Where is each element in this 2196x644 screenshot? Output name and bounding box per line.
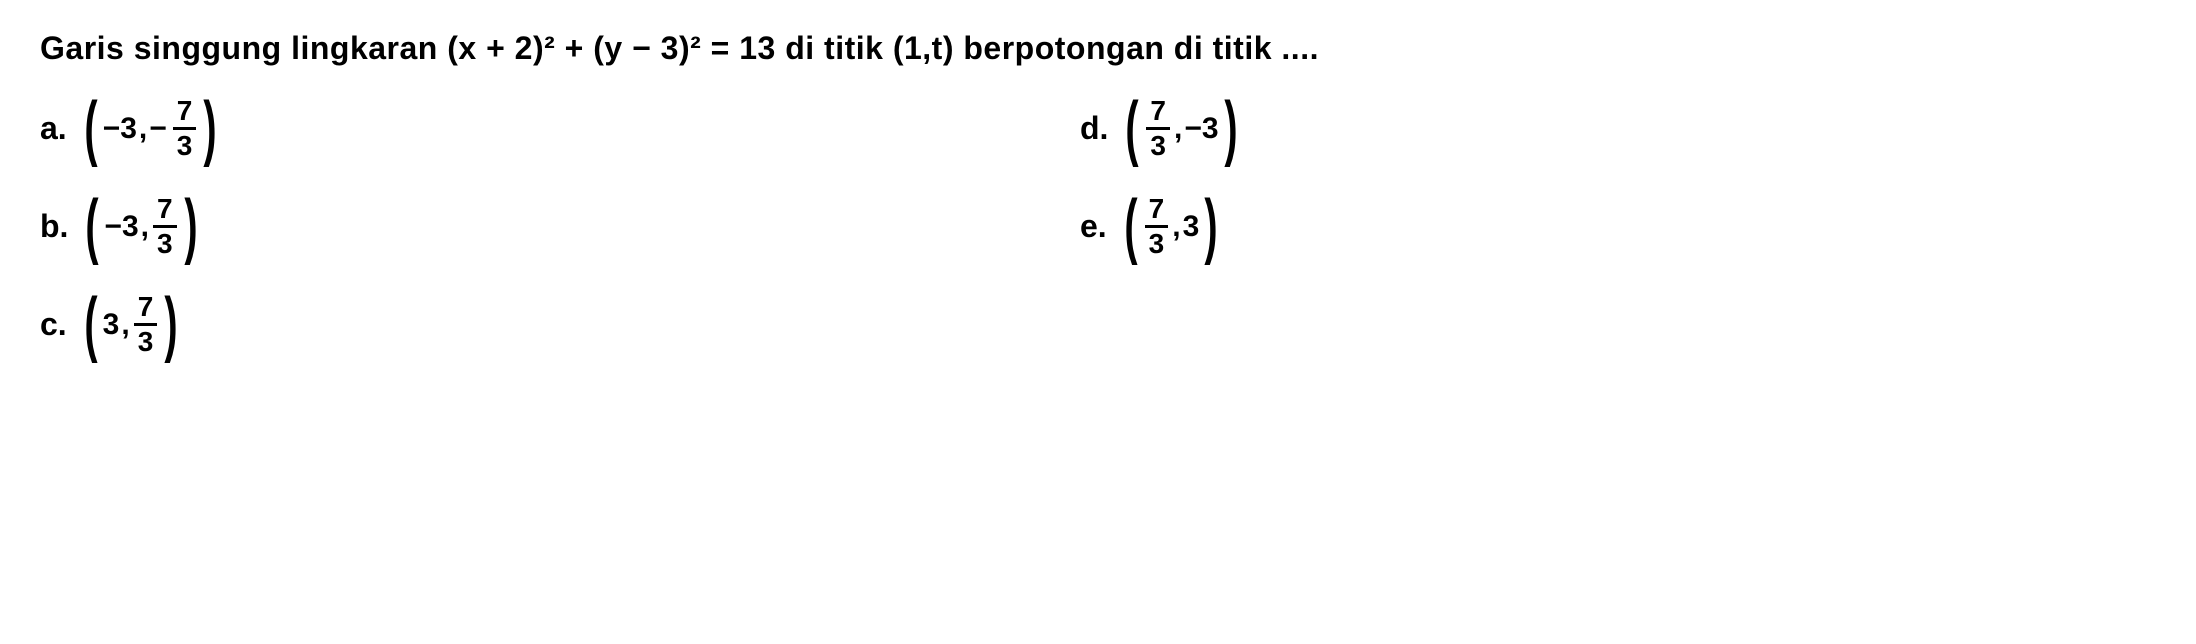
left-paren-icon: ( bbox=[1126, 103, 1139, 153]
question-text: Garis singgung lingkaran (x + 2)² + (y −… bbox=[40, 30, 2156, 67]
option-e-fraction: 73 bbox=[1145, 195, 1169, 258]
option-d-fraction: 73 bbox=[1146, 97, 1170, 160]
options-column-left: a. ( −3,−73 ) b. ( −3,73 ) c. ( bbox=[40, 97, 1080, 391]
option-e-num: 7 bbox=[1145, 195, 1169, 228]
option-a: a. ( −3,−73 ) bbox=[40, 97, 1080, 160]
option-a-content: ( −3,−73 ) bbox=[79, 97, 223, 160]
option-c-num: 7 bbox=[134, 293, 158, 326]
option-b-den: 3 bbox=[153, 228, 177, 258]
comma: , bbox=[121, 308, 129, 342]
option-d-num: 7 bbox=[1146, 97, 1170, 130]
option-e: e. ( 73,3 ) bbox=[1080, 195, 2156, 258]
option-d-value: 73,−3 bbox=[1144, 97, 1218, 160]
option-c-fraction: 73 bbox=[134, 293, 158, 356]
option-c-label: c. bbox=[40, 306, 67, 343]
option-a-int: −3 bbox=[103, 112, 137, 146]
comma: , bbox=[141, 210, 149, 244]
option-e-value: 73,3 bbox=[1143, 195, 1200, 258]
option-a-value: −3,−73 bbox=[103, 97, 199, 160]
comma: , bbox=[139, 112, 147, 146]
option-a-label: a. bbox=[40, 110, 67, 147]
comma: , bbox=[1174, 112, 1182, 146]
left-paren-icon: ( bbox=[84, 299, 97, 349]
option-d-den: 3 bbox=[1146, 130, 1170, 160]
right-paren-icon: ) bbox=[1205, 201, 1218, 251]
left-paren-icon: ( bbox=[86, 201, 99, 251]
option-b-int: −3 bbox=[104, 210, 138, 244]
option-b-fraction: 73 bbox=[153, 195, 177, 258]
comma: , bbox=[1172, 210, 1180, 244]
right-paren-icon: ) bbox=[165, 299, 178, 349]
option-b-num: 7 bbox=[153, 195, 177, 228]
option-b-content: ( −3,73 ) bbox=[80, 195, 202, 258]
option-d: d. ( 73,−3 ) bbox=[1080, 97, 2156, 160]
option-c-content: ( 3,73 ) bbox=[79, 293, 184, 356]
option-c-den: 3 bbox=[134, 326, 158, 356]
option-c-int: 3 bbox=[103, 308, 120, 342]
option-e-content: ( 73,3 ) bbox=[1119, 195, 1224, 258]
option-b-label: b. bbox=[40, 208, 68, 245]
options-column-right: d. ( 73,−3 ) e. ( 73,3 ) bbox=[1080, 97, 2156, 391]
option-c-value: 3,73 bbox=[103, 293, 160, 356]
option-b-value: −3,73 bbox=[104, 195, 178, 258]
right-paren-icon: ) bbox=[1224, 103, 1237, 153]
option-a-num: 7 bbox=[173, 97, 197, 130]
right-paren-icon: ) bbox=[204, 103, 217, 153]
option-a-fraction: 73 bbox=[173, 97, 197, 160]
right-paren-icon: ) bbox=[184, 201, 197, 251]
option-c: c. ( 3,73 ) bbox=[40, 293, 1080, 356]
options-container: a. ( −3,−73 ) b. ( −3,73 ) c. ( bbox=[40, 97, 2156, 391]
option-a-den: 3 bbox=[173, 130, 197, 160]
option-e-label: e. bbox=[1080, 208, 1107, 245]
left-paren-icon: ( bbox=[1124, 201, 1137, 251]
option-d-content: ( 73,−3 ) bbox=[1120, 97, 1242, 160]
option-e-den: 3 bbox=[1145, 228, 1169, 258]
option-d-label: d. bbox=[1080, 110, 1108, 147]
option-b: b. ( −3,73 ) bbox=[40, 195, 1080, 258]
option-d-int: −3 bbox=[1184, 112, 1218, 146]
option-e-int: 3 bbox=[1183, 210, 1200, 244]
left-paren-icon: ( bbox=[84, 103, 97, 153]
option-a-sign: − bbox=[149, 112, 167, 146]
